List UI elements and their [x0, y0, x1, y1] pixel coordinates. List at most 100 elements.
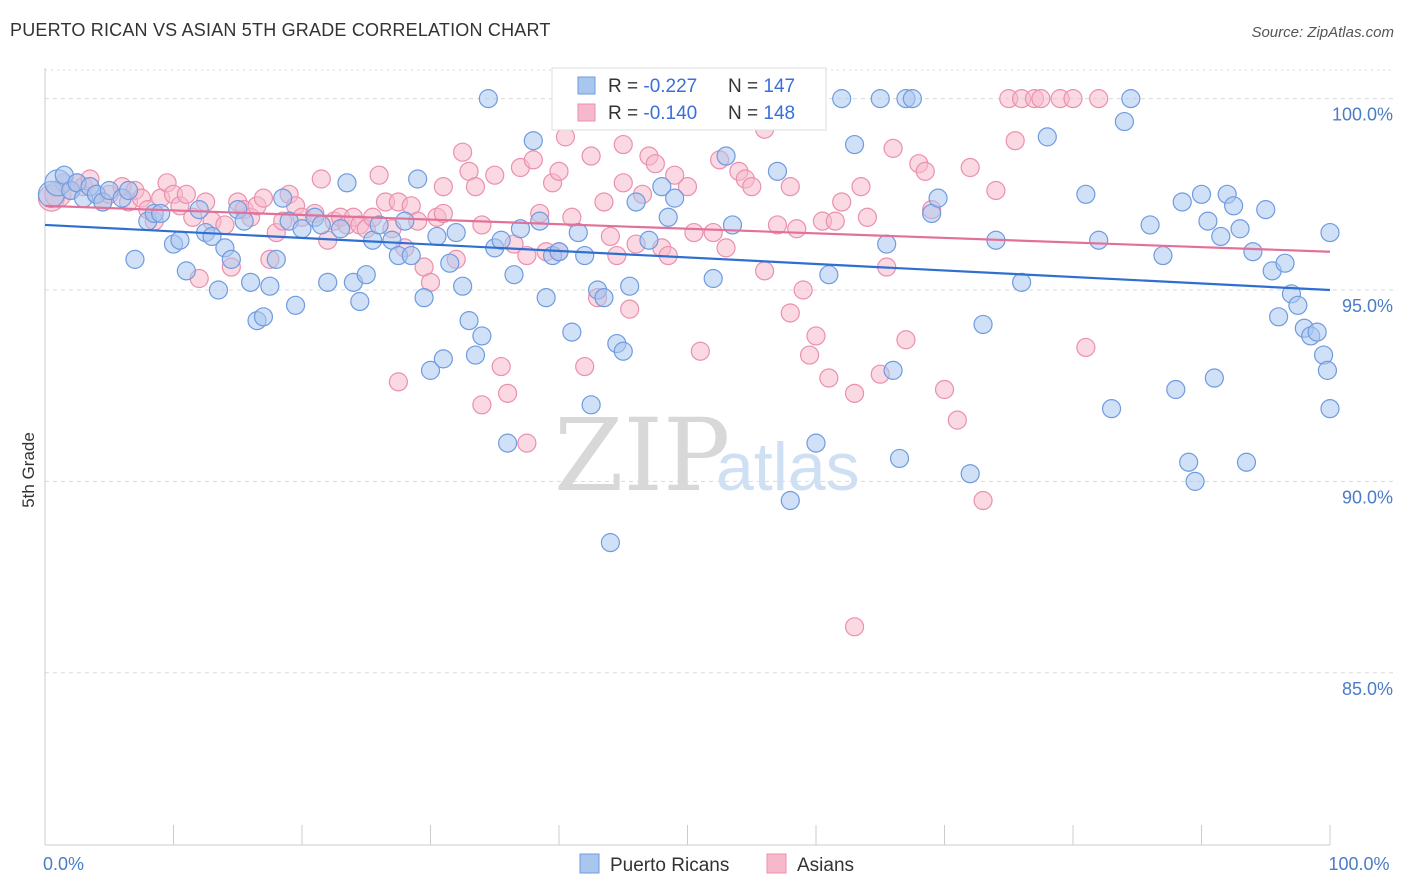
puerto-ricans-point [703, 268, 723, 289]
asians-point [311, 169, 331, 189]
asians-point [485, 165, 505, 185]
puerto-ricans-point [523, 131, 543, 151]
asians-point [1031, 89, 1051, 109]
asians-point [491, 356, 511, 377]
puerto-ricans-trend-line [44, 223, 1331, 292]
puerto-ricans-point [1089, 230, 1109, 250]
asians-point [767, 215, 788, 235]
asians-points [37, 89, 1109, 637]
puerto-ricans-point [176, 261, 196, 281]
asians-point [472, 395, 492, 415]
svg-text:N = 147: N = 147 [728, 76, 795, 97]
puerto-ricans-point [504, 265, 524, 285]
puerto-ricans-point [1268, 307, 1289, 327]
watermark: ZIP atlas [554, 397, 860, 514]
puerto-ricans-point [870, 89, 890, 109]
puerto-ricans-point [491, 230, 511, 250]
legend-label-puerto-ricans: Puerto Ricans [610, 855, 729, 876]
puerto-ricans-point [446, 222, 466, 243]
asians-point [517, 245, 537, 266]
puerto-ricans-point [266, 249, 286, 269]
puerto-ricans-point [253, 307, 274, 327]
asians-point [613, 173, 633, 193]
puerto-ricans-point [536, 288, 556, 308]
asians-point [960, 157, 980, 178]
asians-point [780, 177, 800, 197]
y-axis-label: 5th Grade [19, 432, 38, 508]
puerto-ricans-point [1320, 399, 1340, 419]
stat-r-label-2: R = [608, 103, 643, 124]
puerto-ricans-point [1166, 379, 1186, 400]
puerto-ricans-point [1114, 111, 1135, 132]
asians-point [607, 245, 627, 266]
puerto-ricans-point [806, 433, 826, 453]
stat-r-value-1: -0.227 [643, 76, 697, 97]
asians-point [465, 177, 486, 197]
asians-point [555, 127, 576, 147]
asians-point [581, 146, 601, 166]
asians-point [947, 410, 967, 430]
puerto-ricans-point [658, 207, 678, 227]
puerto-ricans-point [767, 161, 788, 181]
puerto-ricans-point [1224, 196, 1244, 216]
trend-lines [44, 204, 1331, 292]
puerto-ricans-point [472, 326, 492, 346]
asians-point [973, 490, 993, 511]
puerto-ricans-point [125, 249, 145, 269]
stats-box: R = -0.227 N = 147 R = -0.140 N = 148 [551, 67, 827, 131]
asians-point [1063, 89, 1083, 109]
y-tick-label: 100.0% [1332, 105, 1393, 125]
puerto-ricans-point [1256, 200, 1276, 220]
puerto-ricans-point [118, 180, 139, 201]
puerto-ricans-point [1320, 222, 1340, 243]
puerto-ricans-point [459, 311, 479, 331]
puerto-ricans-point [208, 280, 229, 300]
asians-point [594, 192, 614, 212]
puerto-ricans-point [889, 448, 910, 469]
x-tick-label: 0.0% [43, 854, 84, 874]
puerto-ricans-point [369, 215, 389, 235]
puerto-ricans-point [260, 276, 280, 296]
puerto-ricans-point [1076, 184, 1096, 204]
asians-point [1089, 89, 1109, 109]
asians-point [677, 177, 698, 197]
stat-n-label-1: N = [728, 76, 763, 97]
puerto-ricans-point [652, 177, 672, 197]
watermark-zip: ZIP [554, 397, 730, 514]
y-tick-label: 95.0% [1342, 296, 1393, 316]
stat-n-value-1: 147 [763, 76, 795, 97]
puerto-ricans-point [478, 89, 498, 109]
puerto-ricans-point [151, 203, 171, 224]
puerto-ricans-point [1204, 368, 1224, 388]
puerto-ricans-point [1172, 192, 1192, 212]
puerto-ricans-point [330, 219, 351, 239]
puerto-ricans-point [202, 226, 222, 247]
asians-point [388, 372, 408, 392]
puerto-ricans-point [401, 245, 421, 266]
puerto-ricans-point [395, 211, 415, 231]
puerto-ricans-point [1198, 211, 1218, 231]
puerto-ricans-point [414, 288, 434, 308]
asians-point [600, 226, 621, 247]
asians-point [986, 180, 1006, 201]
asians-point [825, 211, 845, 231]
asians-point [832, 192, 852, 212]
asians-point [883, 138, 903, 158]
asians-point [780, 303, 800, 323]
asians-point [176, 184, 196, 204]
asians-point [1005, 131, 1025, 151]
puerto-ricans-point [1230, 219, 1250, 239]
asians-point [716, 238, 736, 258]
asians-point [857, 207, 878, 227]
asians-point [787, 219, 807, 239]
asians-point [793, 280, 813, 300]
stat-r-value-2: -0.140 [643, 103, 697, 124]
puerto-ricans-point [613, 341, 633, 361]
puerto-ricans-point [568, 222, 588, 243]
puerto-ricans-point [234, 211, 254, 231]
puerto-ricans-point [498, 433, 518, 453]
asians-trend-line [44, 204, 1331, 253]
asians-point [851, 177, 871, 197]
puerto-ricans-point [639, 230, 659, 250]
asians-point [703, 222, 723, 243]
